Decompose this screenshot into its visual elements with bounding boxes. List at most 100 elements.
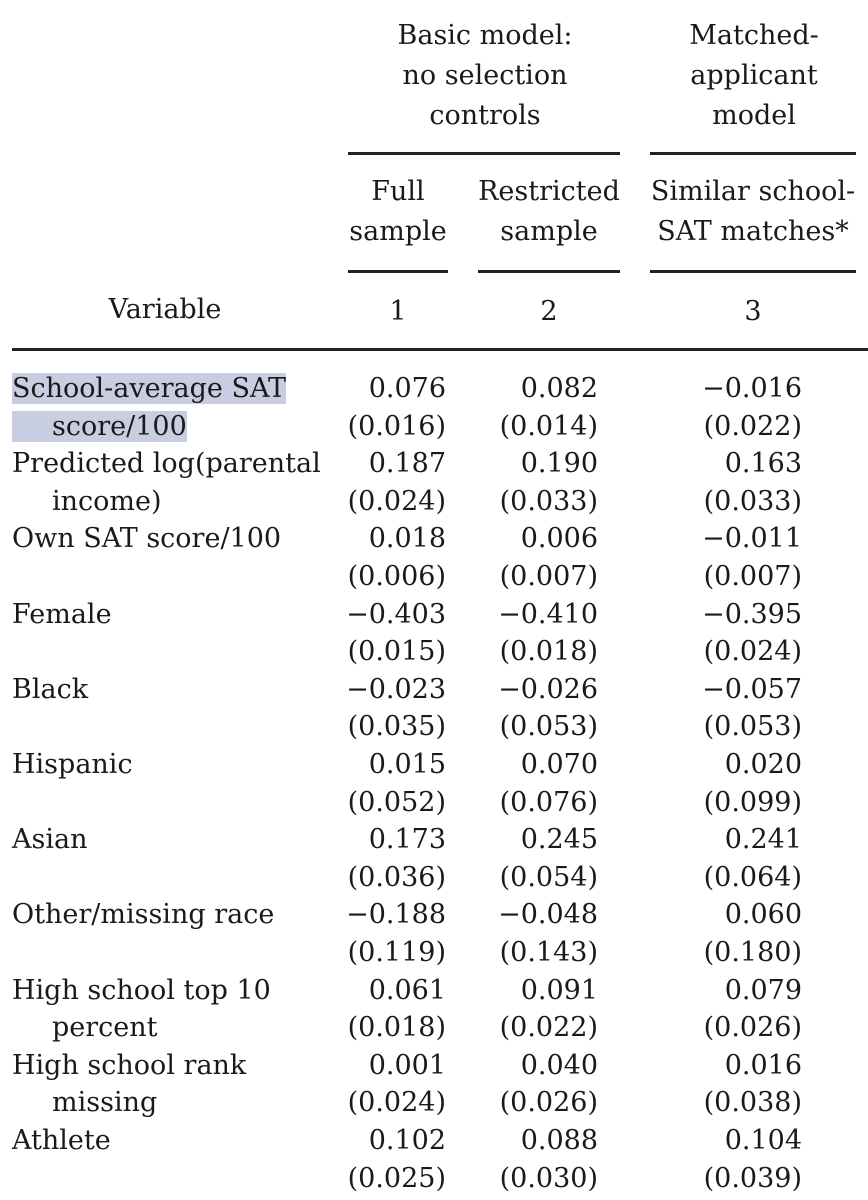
table-top-rule bbox=[12, 348, 868, 351]
standard-error-cell: (0.006) bbox=[347, 561, 446, 592]
variable-label: Own SAT score/100 bbox=[12, 520, 281, 558]
variable-label: Female bbox=[12, 596, 112, 634]
variable-label: Asian bbox=[12, 821, 87, 859]
coefficient-cell: −0.403 bbox=[346, 598, 446, 630]
coefficient-cell: 0.241 bbox=[724, 824, 802, 856]
coefficient-cell: 0.082 bbox=[520, 373, 598, 404]
column-header-line: sample bbox=[500, 216, 598, 247]
column-header-line: SAT matches* bbox=[657, 216, 849, 247]
standard-error-cell: (0.035) bbox=[347, 711, 446, 743]
standard-error-cell: (0.022) bbox=[703, 410, 802, 442]
coefficient-cell: 0.076 bbox=[368, 373, 446, 404]
variable-label-continued: income) bbox=[12, 483, 162, 521]
coefficient-cell: 0.104 bbox=[724, 1125, 802, 1156]
coefficient-cell: −0.026 bbox=[498, 673, 598, 705]
coefficient-cell: 0.102 bbox=[368, 1125, 446, 1156]
column-rule-1 bbox=[348, 270, 448, 273]
standard-error-cell: (0.014) bbox=[499, 410, 598, 442]
variable-label-continued: percent bbox=[12, 1009, 158, 1047]
variable-label-text: School-average SAT bbox=[12, 373, 286, 404]
variable-label: Other/missing race bbox=[12, 896, 274, 934]
column-header-line: sample bbox=[349, 216, 447, 247]
standard-error-cell: (0.026) bbox=[703, 1012, 802, 1044]
column-number-3: 3 bbox=[744, 296, 762, 327]
column-header-restricted-sample: Restricted sample bbox=[478, 172, 620, 252]
coefficient-cell: 0.088 bbox=[520, 1125, 598, 1156]
standard-error-cell: (0.022) bbox=[499, 1012, 598, 1044]
variable-label-text: Black bbox=[12, 673, 89, 705]
spanner-rule-basic bbox=[348, 152, 620, 155]
standard-error-cell: (0.030) bbox=[499, 1162, 598, 1194]
variable-label-text: Hispanic bbox=[12, 749, 133, 780]
coefficient-cell: 0.001 bbox=[368, 1049, 446, 1081]
column-header-full-sample: Full sample bbox=[348, 172, 448, 252]
coefficient-cell: 0.016 bbox=[724, 1049, 802, 1081]
standard-error-cell: (0.054) bbox=[499, 861, 598, 893]
column-rule-2 bbox=[478, 270, 620, 273]
variable-label-text: Athlete bbox=[12, 1125, 111, 1156]
group-header-matched-model: Matched- applicant model bbox=[650, 16, 858, 136]
standard-error-cell: (0.024) bbox=[347, 485, 446, 517]
spanner-rule-matched bbox=[650, 152, 856, 155]
coefficient-cell: 0.020 bbox=[724, 749, 802, 780]
variable-label: Athlete bbox=[12, 1122, 111, 1160]
group-header-line: controls bbox=[429, 100, 541, 131]
standard-error-cell: (0.119) bbox=[347, 937, 446, 968]
variable-label-text: High school top 10 bbox=[12, 974, 271, 1006]
standard-error-cell: (0.018) bbox=[499, 636, 598, 668]
group-header-line: Basic model: bbox=[397, 20, 573, 51]
standard-error-cell: (0.036) bbox=[347, 861, 446, 893]
standard-error-cell: (0.052) bbox=[347, 786, 446, 818]
coefficient-cell: 0.091 bbox=[520, 974, 598, 1006]
column-header-line: Restricted bbox=[478, 176, 620, 207]
coefficient-cell: −0.057 bbox=[702, 673, 802, 705]
standard-error-cell: (0.026) bbox=[499, 1087, 598, 1119]
variable-label-text: Asian bbox=[12, 824, 88, 856]
column-number-2: 2 bbox=[540, 296, 558, 327]
coefficient-cell: 0.163 bbox=[724, 448, 802, 480]
group-header-line: Matched- bbox=[689, 20, 819, 51]
coefficient-cell: 0.245 bbox=[520, 824, 598, 856]
group-header-basic-model: Basic model: no selection controls bbox=[345, 16, 625, 136]
standard-error-cell: (0.039) bbox=[703, 1162, 802, 1194]
variable-label-text: income) bbox=[52, 485, 162, 517]
coefficient-cell: −0.011 bbox=[702, 523, 802, 555]
standard-error-cell: (0.007) bbox=[703, 561, 802, 592]
standard-error-cell: (0.016) bbox=[347, 410, 446, 442]
coefficient-cell: 0.190 bbox=[520, 448, 598, 480]
variable-label-text: score/100 bbox=[12, 410, 187, 442]
standard-error-cell: (0.064) bbox=[703, 861, 802, 893]
coefficient-cell: 0.061 bbox=[368, 974, 446, 1006]
standard-error-cell: (0.143) bbox=[499, 937, 598, 968]
variable-label: School-average SAT bbox=[12, 370, 286, 408]
standard-error-cell: (0.025) bbox=[347, 1162, 446, 1194]
variable-label-text: percent bbox=[52, 1012, 158, 1044]
variable-label-text: Female bbox=[12, 598, 112, 630]
standard-error-cell: (0.053) bbox=[703, 711, 802, 743]
variable-label-text: High school rank bbox=[12, 1049, 247, 1081]
variable-label-text: Other/missing race bbox=[12, 899, 275, 931]
coefficient-cell: −0.395 bbox=[702, 598, 802, 630]
variable-label: Predicted log(parental bbox=[12, 445, 321, 483]
standard-error-cell: (0.180) bbox=[703, 937, 802, 968]
column-number-1: 1 bbox=[389, 296, 407, 327]
coefficient-cell: −0.048 bbox=[498, 899, 598, 931]
coefficient-cell: 0.040 bbox=[520, 1049, 598, 1081]
variable-label: Hispanic bbox=[12, 746, 133, 784]
standard-error-cell: (0.033) bbox=[499, 485, 598, 517]
group-header-line: no selection bbox=[402, 60, 568, 91]
variable-label-text: missing bbox=[52, 1087, 158, 1119]
coefficient-cell: −0.023 bbox=[346, 673, 446, 705]
coefficient-cell: −0.410 bbox=[498, 598, 598, 630]
variable-label-continued: missing bbox=[12, 1084, 157, 1122]
coefficient-cell: 0.187 bbox=[368, 448, 446, 480]
variable-label: Black bbox=[12, 671, 88, 709]
standard-error-cell: (0.053) bbox=[499, 711, 598, 743]
standard-error-cell: (0.015) bbox=[347, 636, 446, 668]
column-header-similar-school-sat: Similar school- SAT matches* bbox=[646, 172, 860, 252]
column-rule-3 bbox=[650, 270, 856, 273]
coefficient-cell: 0.018 bbox=[368, 523, 446, 555]
standard-error-cell: (0.007) bbox=[499, 561, 598, 592]
coefficient-cell: 0.173 bbox=[368, 824, 446, 856]
